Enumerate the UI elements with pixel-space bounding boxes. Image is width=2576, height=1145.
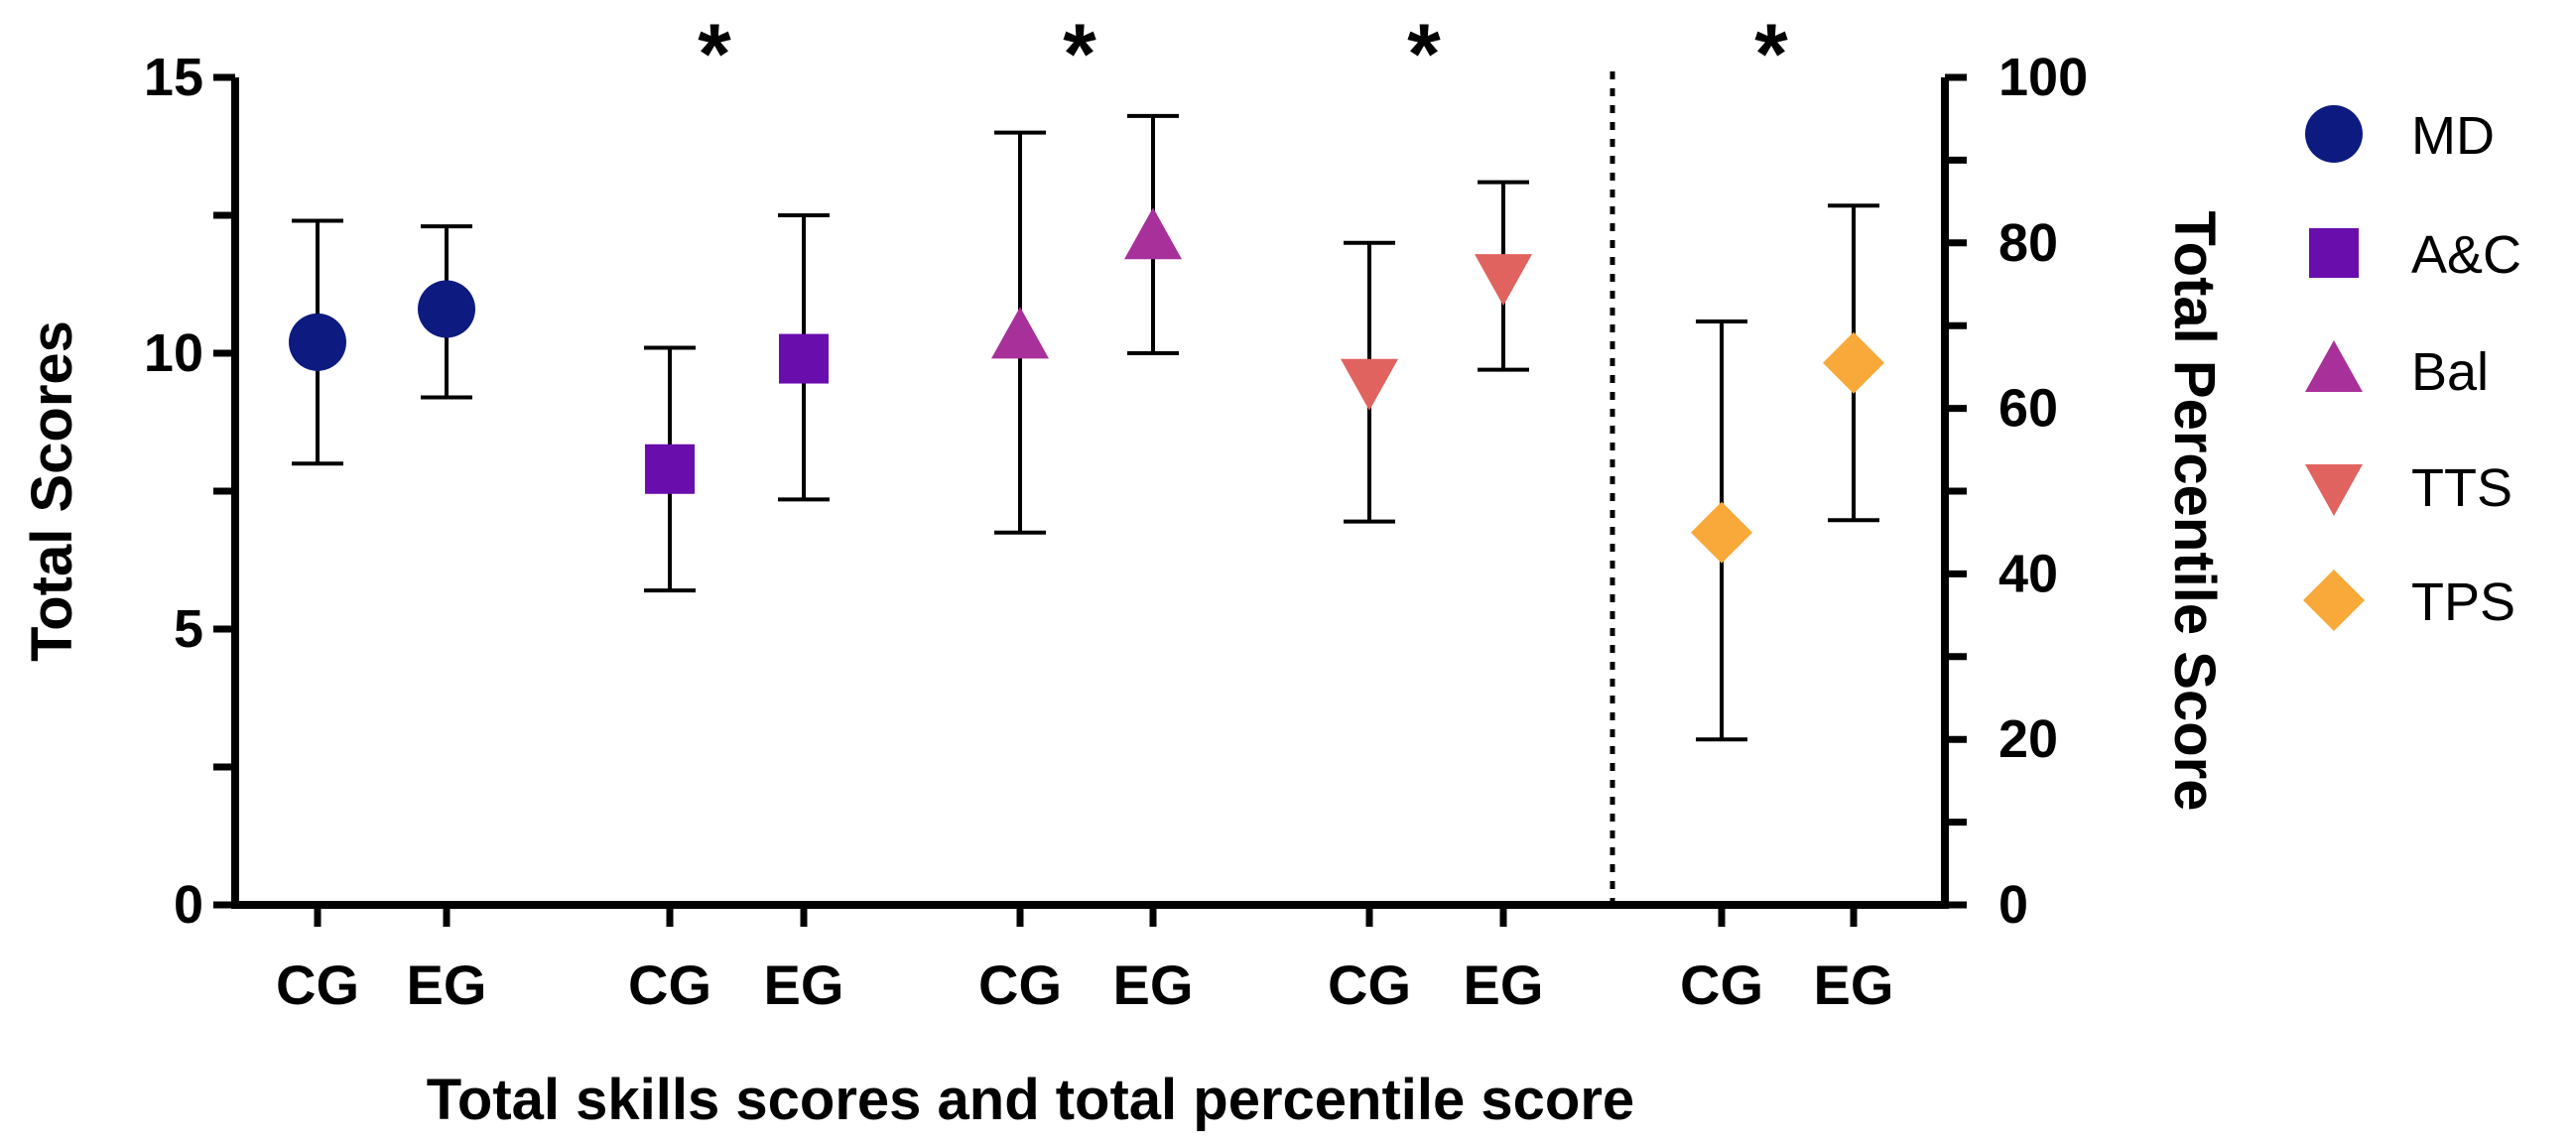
data-point-tps-cg [1691,319,1752,742]
legend-entry-md: MD [2305,105,2495,166]
marker [418,280,475,338]
left-tick-label: 0 [174,875,203,935]
right-tick-label: 0 [1998,875,2028,935]
data-point-ac-eg [778,213,830,502]
marker [779,333,829,384]
data-point-md-eg [418,224,475,400]
category-label: CG [1680,954,1763,1016]
marker [1475,254,1532,307]
marker [1823,331,1884,394]
category-label: EG [407,954,487,1016]
right-tick-label: 20 [1998,709,2058,769]
right-axis-title: Total Percentile Score [2162,211,2227,812]
significance-star: * [1063,7,1096,102]
legend-marker [2303,570,2365,631]
legend-entry-ac: A&C [2309,225,2521,285]
category-label: CG [978,954,1062,1016]
legend-marker [2305,340,2363,392]
legend-entry-bal: Bal [2305,340,2489,402]
significance-star: * [698,7,731,102]
legend-label: MD [2411,106,2495,166]
data-point-ac-cg [644,345,696,593]
legend-entry-tts: TTS [2305,458,2512,518]
data-point-bal-cg [991,130,1049,535]
left-tick-label: 5 [174,599,203,659]
marker [1691,501,1752,564]
left-tick-label: 10 [144,323,203,383]
legend-label: A&C [2411,225,2521,285]
legend-marker [2309,228,2359,278]
category-label: EG [1113,954,1194,1016]
labels: 0 5 10 15 0 20 40 60 80 100 Total Scores Total Perc… [20,7,2227,1132]
marks [289,113,1884,742]
category-label: CG [628,954,711,1016]
significance-star: * [1407,7,1441,102]
data-point-tts-cg [1341,240,1398,524]
left-tick-label: 15 [144,48,203,107]
category-label: CG [1328,954,1411,1016]
data-point-md-cg [289,218,346,466]
marker [1341,358,1398,411]
category-label: EG [1464,954,1544,1016]
x-axis-title: Total skills scores and total percentile… [427,1068,1634,1132]
legend-label: TPS [2411,572,2515,632]
data-point-tps-eg [1823,203,1884,523]
category-label: EG [1814,954,1894,1016]
legend-marker [2305,105,2363,163]
marker [1124,207,1182,260]
category-label: CG [276,954,359,1016]
marker [645,444,695,494]
right-tick-label: 60 [1998,379,2058,439]
legend: MD A&C Bal TTS TPS [2303,105,2521,632]
right-tick-label: 80 [1998,213,2058,273]
right-tick-label: 40 [1998,544,2058,603]
data-point-bal-eg [1124,113,1182,355]
marker [289,313,346,371]
marker [991,307,1049,359]
legend-label: Bal [2411,342,2489,402]
axes [213,73,1967,927]
legend-marker [2305,464,2363,516]
right-tick-label: 100 [1998,48,2088,107]
data-point-tts-eg [1475,180,1532,372]
legend-entry-tps: TPS [2303,570,2515,632]
significance-star: * [1754,7,1788,102]
category-label: EG [764,954,844,1016]
legend-label: TTS [2411,458,2512,518]
left-axis-title: Total Scores [20,320,84,662]
